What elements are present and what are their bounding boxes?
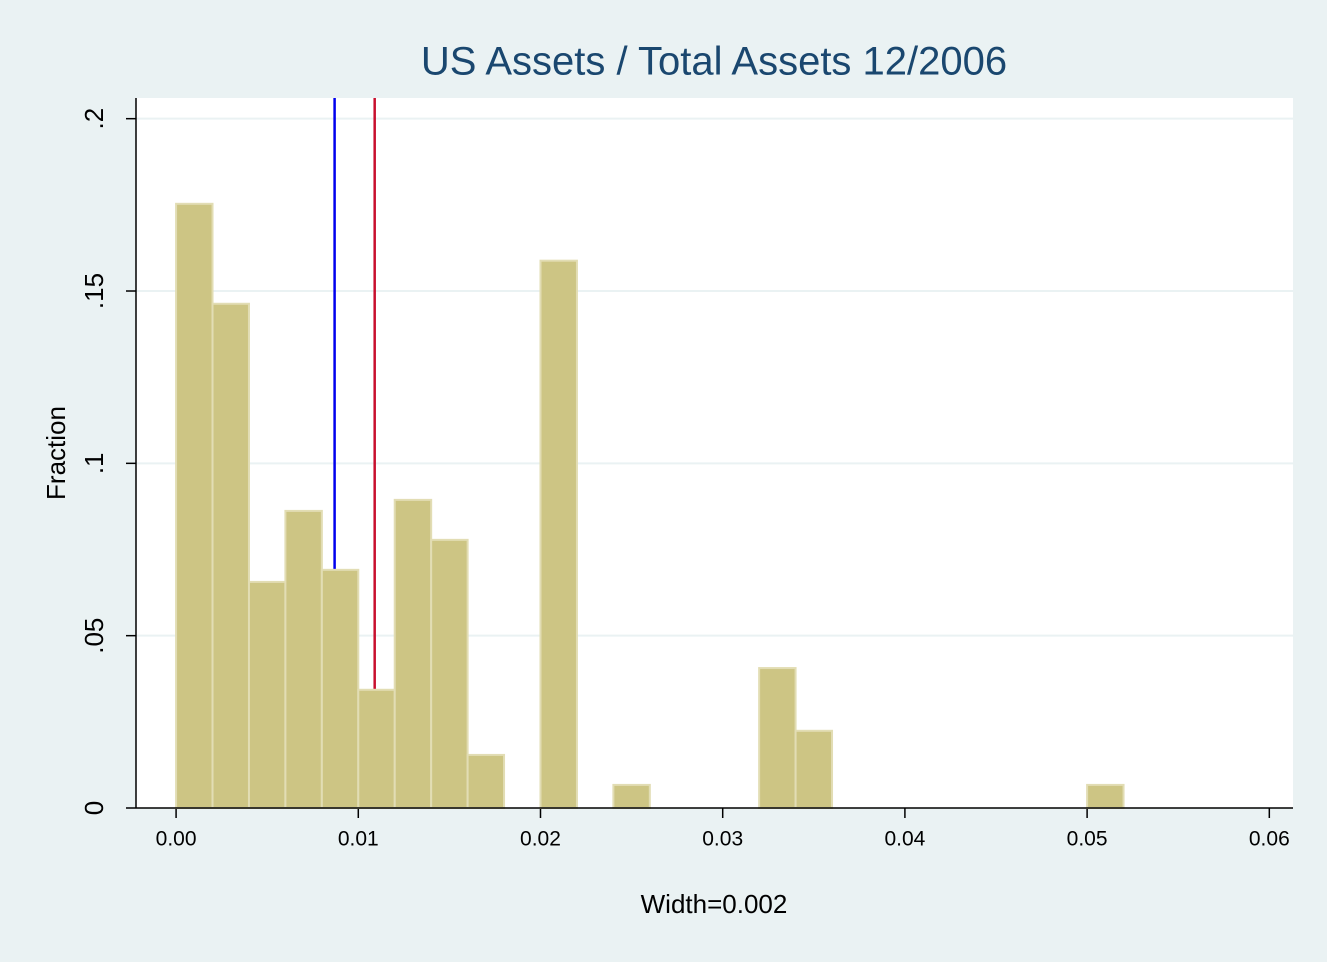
x-tick-label: 0.02 xyxy=(520,828,561,851)
bar xyxy=(758,667,797,809)
bar xyxy=(1086,783,1125,810)
x-tick-label: 0.00 xyxy=(156,828,197,851)
y-tick-label: .2 xyxy=(79,108,109,130)
bar xyxy=(357,688,396,809)
bar xyxy=(430,538,469,809)
y-tick-label: .1 xyxy=(79,452,109,474)
x-tick-label: 0.04 xyxy=(884,828,925,851)
x-tick-label: 0.01 xyxy=(338,828,379,851)
bar xyxy=(247,580,287,809)
bar xyxy=(794,729,834,810)
x-tick-label: 0.06 xyxy=(1249,828,1290,851)
x-tick-label: 0.03 xyxy=(702,828,743,851)
bar xyxy=(612,783,651,810)
y-axis-label: Fraction xyxy=(41,406,71,500)
bar xyxy=(539,259,578,809)
bar xyxy=(175,202,214,810)
bar xyxy=(466,753,506,809)
x-axis-label: Width=0.002 xyxy=(641,889,788,919)
y-tick-label: .15 xyxy=(79,273,109,309)
y-tick-label: .05 xyxy=(79,618,109,654)
chart-title: US Assets / Total Assets 12/2006 xyxy=(421,40,1007,84)
bar xyxy=(320,568,360,809)
bar xyxy=(284,509,323,809)
bar xyxy=(393,498,433,809)
bar xyxy=(211,302,250,809)
x-tick-label: 0.05 xyxy=(1067,828,1108,851)
y-tick-label: 0 xyxy=(79,801,109,815)
